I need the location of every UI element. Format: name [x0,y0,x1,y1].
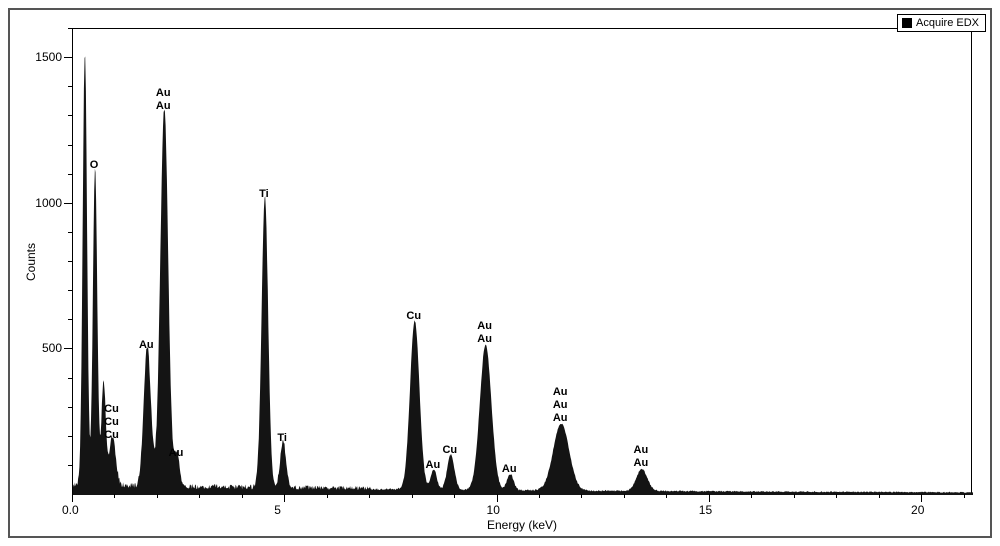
y-tick-label: 1000 [35,196,62,210]
x-tick-label: 5 [274,503,281,517]
peak-label: Ti [259,188,269,200]
x-tick-label: 0.0 [62,503,79,517]
peak-label: Cu [104,429,119,441]
peak-label: Ti [277,432,287,444]
legend-swatch [902,18,912,28]
peak-label: Cu [406,310,421,322]
peak-label: Au [634,444,649,456]
peak-label: Au [553,399,568,411]
peak-label: Au [169,447,184,459]
peak-label: Au [139,339,154,351]
peak-label: Cu [104,416,119,428]
peak-label: Au [477,320,492,332]
legend-box: Acquire EDX [897,14,986,32]
plot-area [72,28,972,494]
peak-label: Au [156,100,171,112]
peak-label: Au [634,457,649,469]
y-tick-label: 1500 [35,50,62,64]
peak-label: Au [156,87,171,99]
peak-label: Au [477,333,492,345]
x-tick-label: 10 [487,503,500,517]
x-tick-label: 15 [699,503,712,517]
peak-label: Cu [442,444,457,456]
peak-label: O [90,159,99,171]
peak-label: Au [426,459,441,471]
peak-label: Au [553,386,568,398]
peak-label: Au [553,412,568,424]
x-axis-label: Energy (keV) [487,518,557,532]
peak-label: Au [502,463,517,475]
y-axis-label: Counts [24,243,38,281]
y-tick-label: 500 [42,341,62,355]
spectrum-svg [73,29,973,495]
legend-label: Acquire EDX [916,17,979,29]
peak-label: Cu [104,403,119,415]
x-tick-label: 20 [911,503,924,517]
